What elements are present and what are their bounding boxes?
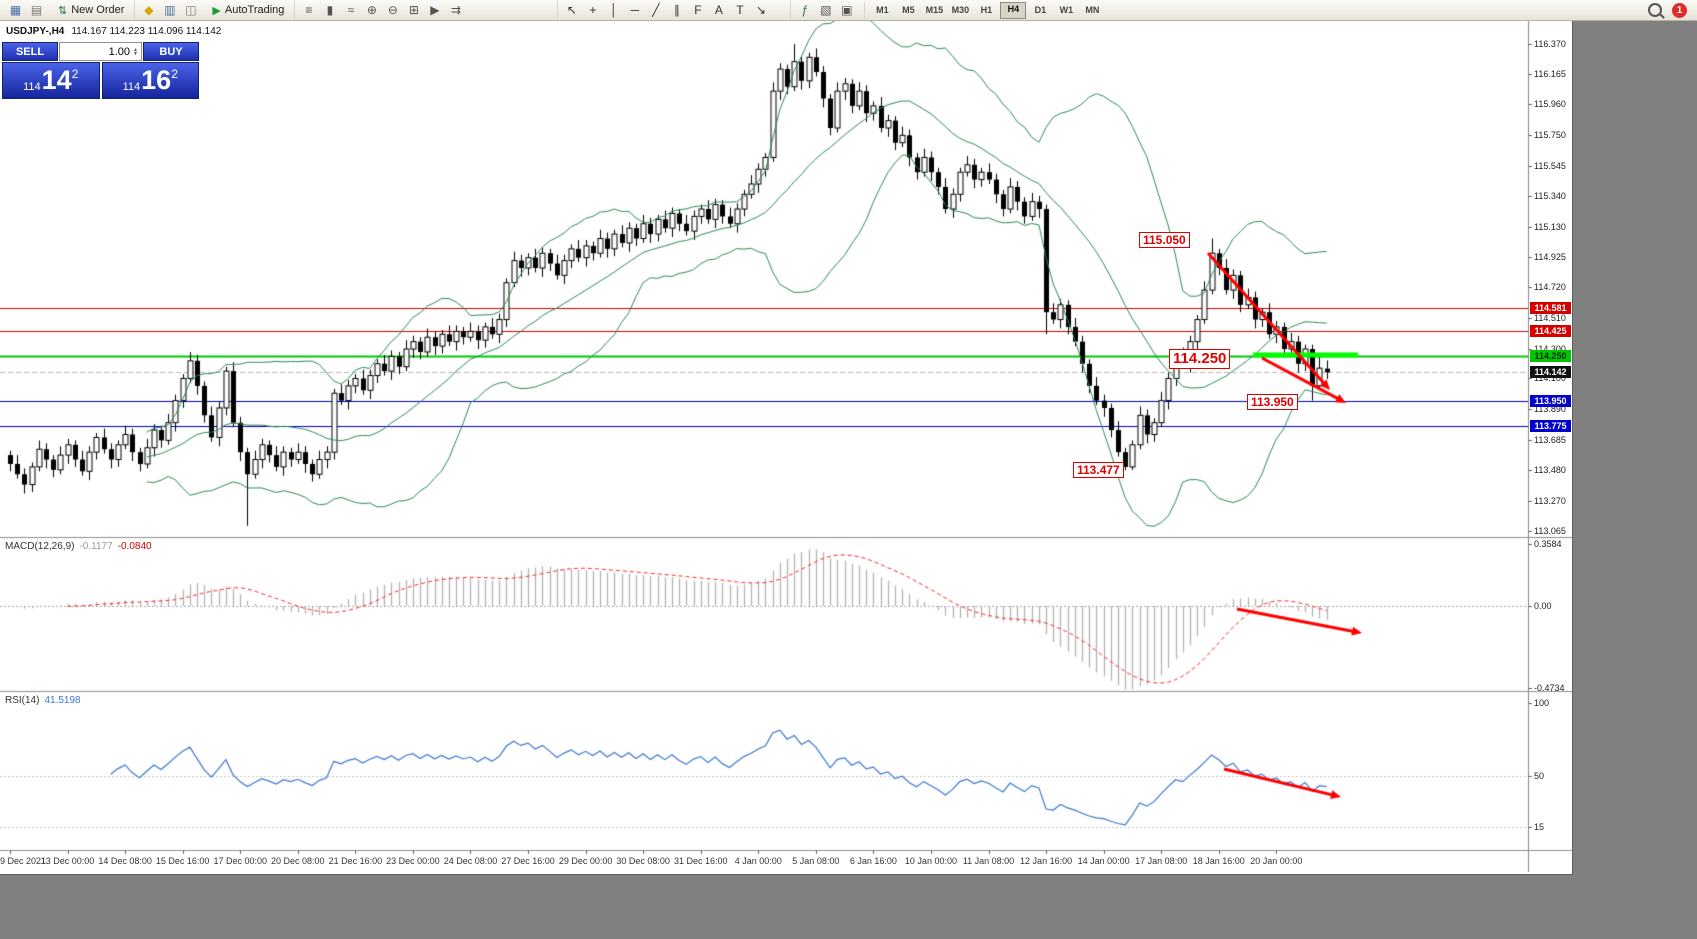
sell-button[interactable]: SELL [2,42,58,61]
sell-price[interactable]: 114 14 2 [2,62,100,99]
volume-value: 1.00 [108,45,131,58]
tile-windows-icon[interactable]: ⊞ [408,3,419,17]
timeframe-bar: M1 M5 M15 M30 H1 H4 D1 W1 MN [864,1,1105,19]
chart-ohlc-values: 114.167 114.223 114.096 114.142 [71,26,222,37]
toolbar-group-line-studies: ↖ + │ ─ ╱ ∥ F A T ↘ [557,1,774,19]
channel-icon[interactable]: ∥ [673,3,680,17]
buy-price-pips: 16 [141,65,172,95]
new-order-label: New Order [71,4,125,16]
auto-scroll-icon[interactable]: ▶ [430,3,440,17]
buy-price[interactable]: 114 16 2 [101,62,199,99]
macd-indicator-label: MACD(12,26,9) -0.1177 -0.0840 [5,541,152,552]
timeframe-m5[interactable]: M5 [902,4,915,15]
rsi-indicator-label: RSI(14) 41.5198 [5,695,81,706]
metaeditor-icon[interactable]: ◆ [144,3,154,17]
indicators-icon[interactable]: ƒ [801,3,809,17]
market-watch-icon[interactable]: ▥ [164,3,176,17]
bar-chart-icon[interactable]: ≡ [305,3,313,17]
crosshair-icon[interactable]: + [589,3,597,17]
buy-price-base: 114 [122,81,141,93]
macd-name: MACD(12,26,9) [5,541,75,552]
periods-icon[interactable]: ▧ [820,3,832,17]
line-chart-icon[interactable]: ≈ [347,3,355,17]
price-annotation[interactable]: 113.477 [1073,462,1124,479]
zoom-out-icon[interactable]: ⊖ [387,3,398,17]
timeframe-w1[interactable]: W1 [1059,4,1074,15]
rsi-name: RSI(14) [5,695,40,706]
one-click-trading-panel: SELL 1.00 ▲ ▼ BUY 114 14 2 114 16 2 [2,42,199,99]
timeframe-m30[interactable]: M30 [951,4,970,15]
chart-shift-icon[interactable]: ⇉ [450,3,461,17]
macd-signal-value: -0.0840 [117,541,152,552]
price-annotation[interactable]: 113.950 [1247,394,1298,411]
zoom-in-icon[interactable]: ⊕ [366,3,377,17]
strategy-tester-icon[interactable]: ◫ [185,3,197,17]
search-icon[interactable] [1648,3,1662,17]
buy-button[interactable]: BUY [143,42,199,61]
toolbar-group-chart-tools: ≡ ▮ ≈ ⊕ ⊖ ⊞ ▶ ⇉ [294,1,469,19]
vertical-line-icon[interactable]: │ [610,3,618,17]
chart-symbol: USDJPY-,H4 [6,26,65,37]
chart-window: USDJPY-,H4 114.167 114.223 114.096 114.14… [0,20,1573,875]
horizontal-line-icon[interactable]: ─ [630,3,640,17]
timeframe-d1[interactable]: D1 [1034,4,1047,15]
toolbar: ▦ ▤ ⇅ New Order ◆ ▥ ◫ ▶ AutoTrading ≡ ▮ ≈ ⊕ ⊖ ⊞ ▶… [0,0,1697,21]
new-order-icon: ⇅ [58,4,68,17]
buy-price-point: 2 [171,67,178,81]
candlestick-chart-icon[interactable]: ▮ [326,3,334,17]
new-order-button[interactable]: ⇅ New Order [52,2,130,18]
autotrading-icon: ▶ [212,4,221,17]
volume-spinner[interactable]: ▲ ▼ [133,46,138,57]
rsi-value: 41.5198 [44,695,81,706]
sell-price-base: 114 [23,81,41,93]
profiles-icon[interactable]: ▤ [30,3,43,17]
new-chart-icon[interactable]: ▦ [9,3,22,17]
timeframe-m15[interactable]: M15 [925,4,944,15]
toolbar-group-windows: ◆ ▥ ◫ [134,1,204,19]
cursor-icon[interactable]: ↖ [566,3,577,17]
fibonacci-icon[interactable]: F [694,3,702,17]
price-chart-canvas[interactable] [0,20,1572,872]
toolbar-group-indicators: ƒ ▧ ▣ [790,1,860,19]
price-annotation[interactable]: 114.250 [1169,349,1231,369]
sell-price-point: 2 [71,67,79,81]
volume-input[interactable]: 1.00 ▲ ▼ [59,42,142,61]
text-icon[interactable]: A [714,3,723,17]
autotrading-button[interactable]: ▶ AutoTrading [206,2,290,18]
label-icon[interactable]: T [736,3,744,17]
timeframe-h4[interactable]: H4 [1000,1,1027,19]
autotrading-label: AutoTrading [224,4,285,16]
macd-main-value: -0.1177 [79,541,113,552]
timeframe-mn[interactable]: MN [1085,4,1100,15]
sell-price-pips: 14 [41,65,72,95]
arrows-icon[interactable]: ↘ [755,3,766,17]
price-annotation[interactable]: 115.050 [1139,232,1190,249]
timeframe-h1[interactable]: H1 [980,4,993,15]
chart-ohlc-line: USDJPY-,H4 114.167 114.223 114.096 114.14… [6,26,221,37]
trendline-icon[interactable]: ╱ [652,3,660,17]
templates-icon[interactable]: ▣ [841,3,853,17]
toolbar-right: 1 [1648,2,1687,18]
toolbar-group-charts: ▦ ▤ [2,1,50,19]
notification-badge[interactable]: 1 [1672,2,1687,18]
timeframe-m1[interactable]: M1 [876,4,889,15]
